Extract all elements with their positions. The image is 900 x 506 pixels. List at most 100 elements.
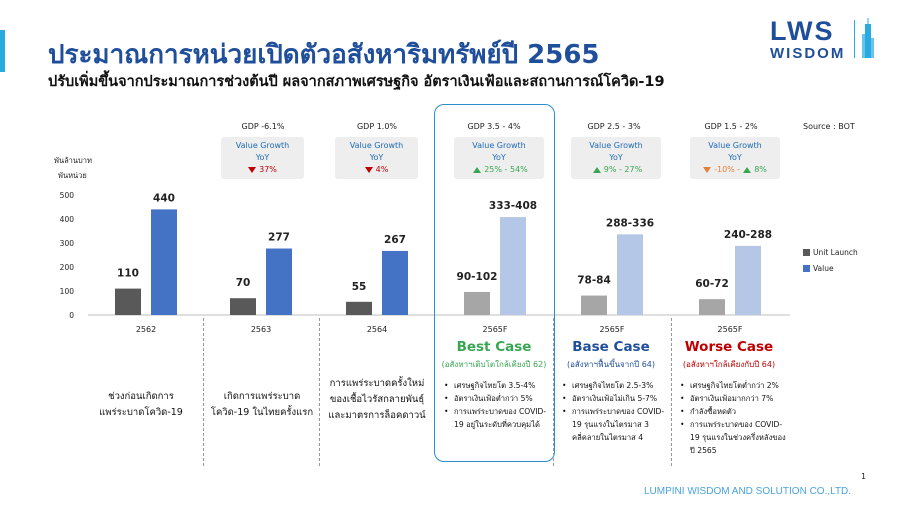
data-label-unit: 70 (236, 277, 251, 289)
worse-case-subtitle: (อสังหาฯใกล้เคียงกับปี 64) (682, 360, 776, 369)
growth-value-low: -10% - (714, 165, 741, 174)
growth-line1: Value Growth (235, 141, 290, 150)
y-tick-label: 0 (69, 311, 74, 320)
data-label-value: 333-408 (489, 200, 537, 212)
bullet-item: กำลังซื้อหดตัว (680, 405, 790, 418)
growth-box-worse: Value Growth YoY -10% - 8% (690, 137, 780, 179)
page-subtitle: ปรับเพิ่มขึ้นจากประมาณการช่วงต้นปี ผลจาก… (48, 74, 665, 90)
y-axis-unit-2: พันหน่วย (58, 171, 87, 180)
col-desc-line: ช่วงก่อนเกิดการ (108, 391, 174, 402)
footer-company: LUMPINI WISDOM AND SOLUTION CO.,LTD. (644, 486, 852, 497)
building-icon (862, 18, 874, 58)
y-axis-unit-1: พันล้านบาท (54, 156, 92, 165)
growth-line1: Value Growth (472, 141, 526, 150)
bullet-item: อัตราเงินเฟ้อมากกว่า 7% (680, 392, 790, 405)
bar-unit-launch (230, 298, 256, 315)
y-tick-label: 500 (60, 191, 75, 200)
column-divider (319, 318, 320, 466)
growth-line1: Value Growth (708, 141, 762, 150)
down-arrow-icon (703, 166, 712, 173)
bullet-item: อัตราเงินเฟ้อต่ำกว่า 5% (444, 392, 552, 405)
column-divider (671, 318, 672, 466)
base-case-bullets: เศรษฐกิจไทยโต 2.5-3% อัตราเงินเฟ้อไม่เกิ… (562, 379, 670, 444)
growth-box-base: Value Growth YoY 9% - 27% (571, 137, 661, 179)
up-arrow-icon (743, 166, 752, 173)
growth-line2: YoY (728, 153, 742, 162)
data-label-unit: 60-72 (695, 278, 729, 290)
growth-line2: YoY (255, 153, 270, 162)
gdp-label-base: GDP 2.5 - 3% (587, 122, 641, 131)
col-desc-2564: การแพร่ระบาดครั้งใหม่ ของเชื้อไวรัสกลายพ… (321, 376, 433, 424)
y-tick-label: 300 (60, 239, 75, 248)
growth-box-2563: Value Growth YoY 37% (221, 137, 304, 179)
page-number: 1 (861, 472, 867, 481)
data-label-unit: 78-84 (577, 275, 611, 287)
bullet-item: การแพร่ระบาดของ COVID-19 อยู่ในระดับที่ค… (444, 405, 552, 431)
bar-value (382, 250, 408, 315)
growth-line2: YoY (492, 153, 506, 162)
data-label-value: 288-336 (606, 217, 654, 229)
gdp-label-best: GDP 3.5 - 4% (467, 122, 521, 131)
logo-text-wisdom: WISDOM (770, 45, 846, 62)
col-desc-2562: ช่วงก่อนเกิดการ แพร่ระบาดโควิด-19 (86, 389, 196, 421)
y-tick-label: 400 (60, 215, 75, 224)
best-case-bullets: เศรษฐกิจไทยโต 3.5-4% อัตราเงินเฟ้อต่ำกว่… (444, 379, 552, 431)
growth-line2: YoY (609, 153, 623, 162)
x-tick-label: 2562 (136, 325, 156, 334)
bullet-item: การแพร่ระบาดของ COVID-19 รุนแรงในไตรมาส … (562, 405, 670, 444)
accent-bar (0, 30, 5, 72)
gdp-label-2563: GDP -6.1% (241, 122, 285, 131)
bar-value (266, 248, 292, 315)
bar-unit-launch (581, 295, 607, 315)
growth-line1: Value Growth (589, 141, 643, 150)
bullet-item: เศรษฐกิจไทยโต 3.5-4% (444, 379, 552, 392)
growth-value: 37% (259, 165, 277, 174)
col-desc-line: การแพร่ระบาดครั้งใหม่ (329, 378, 425, 389)
gdp-label-2564: GDP 1.0% (356, 122, 398, 131)
page-title: ประมาณการหน่วยเปิดตัวอสังหาริมทรัพย์ปี 2… (48, 40, 600, 70)
bar-unit-launch (115, 288, 141, 315)
bar-unit-launch (346, 301, 372, 315)
company-logo: LWS WISDOM (770, 16, 880, 62)
x-tick-label: 2565F (718, 325, 743, 334)
best-case-subtitle: (อสังหาฯเติบโตใกล้เคียงปี 62) (441, 360, 547, 369)
up-arrow-icon (592, 166, 601, 173)
data-label-value: 267 (384, 234, 406, 246)
column-divider (553, 318, 554, 466)
bullet-item: เศรษฐกิจไทยโตต่ำกว่า 2% (680, 379, 790, 392)
data-label-unit: 90-102 (457, 271, 498, 283)
bar-unit-launch (464, 291, 490, 315)
growth-box-2564: Value Growth YoY 4% (335, 137, 418, 179)
bar-value (617, 234, 643, 315)
data-label-unit: 110 (117, 268, 139, 280)
growth-value: 9% - 27% (603, 165, 643, 174)
bar-unit-launch (699, 299, 725, 315)
source-note: Source : BOT (803, 122, 855, 131)
bullet-item: อัตราเงินเฟ้อไม่เกิน 5-7% (562, 392, 670, 405)
down-arrow-icon (248, 166, 257, 173)
best-case-title: Best Case (456, 339, 532, 355)
col-desc-line: แพร่ระบาดโควิด-19 (99, 407, 183, 418)
bar-value (735, 245, 761, 315)
gdp-label-worse: GDP 1.5 - 2% (704, 122, 758, 131)
col-desc-line: เกิดการแพร่ระบาด (223, 391, 301, 402)
col-desc-line: ของเชื้อไวรัสกลายพันธุ์ (329, 394, 425, 405)
growth-box-best: Value Growth YoY 25% - 54% (454, 137, 544, 179)
bar-value (500, 217, 526, 315)
base-case-subtitle: (อสังหาฯฟื้นขึ้นจากปี 64) (567, 360, 655, 369)
worse-case-bullets: เศรษฐกิจไทยโตต่ำกว่า 2% อัตราเงินเฟ้อมาก… (680, 379, 790, 457)
col-desc-line: โควิด-19 ในไทยครั้งแรก (210, 407, 314, 418)
data-label-value: 440 (153, 192, 175, 204)
growth-line1: Value Growth (349, 141, 404, 150)
down-arrow-icon (364, 166, 373, 173)
legend-swatch-value (803, 265, 810, 272)
bullet-item: เศรษฐกิจไทยโต 2.5-3% (562, 379, 670, 392)
worse-case-title: Worse Case (684, 339, 774, 355)
bullet-item: การแพร่ระบาดของ COVID-19 รุนแรงในช่วงครึ… (680, 418, 790, 457)
x-tick-label: 2565F (600, 325, 625, 334)
data-label-value: 240-288 (724, 229, 772, 241)
bar-value (151, 209, 177, 315)
growth-line2: YoY (369, 153, 384, 162)
growth-value: 4% (375, 165, 389, 174)
x-tick-label: 2565F (483, 325, 508, 334)
